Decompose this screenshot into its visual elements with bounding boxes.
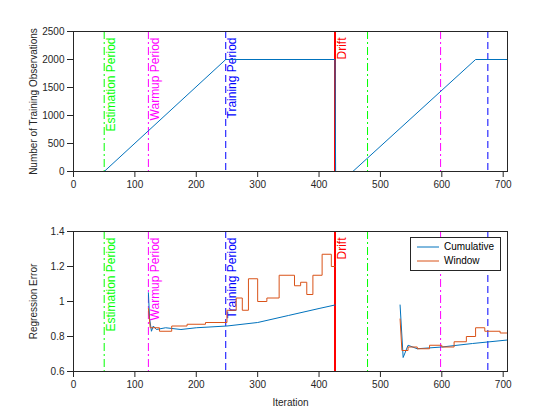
svg-text:Number of Training Observation: Number of Training Observations	[28, 28, 39, 175]
svg-text:Drift: Drift	[335, 37, 349, 60]
html-text:Cumulative: Cumulative	[444, 241, 494, 252]
svg-text:200: 200	[188, 379, 205, 390]
svg-text:0: 0	[71, 379, 77, 390]
svg-text:2000: 2000	[42, 54, 65, 65]
svg-text:Training Period: Training Period	[225, 238, 239, 319]
svg-text:Drift: Drift	[335, 237, 349, 260]
svg-text:Iteration: Iteration	[272, 397, 308, 408]
svg-text:1.2: 1.2	[51, 261, 65, 272]
svg-text:0.6: 0.6	[51, 366, 65, 377]
svg-text:400: 400	[311, 379, 328, 390]
svg-text:1: 1	[59, 296, 65, 307]
svg-text:Warmup Period: Warmup Period	[148, 38, 162, 121]
html-text:Window: Window	[444, 255, 480, 266]
svg-text:0: 0	[71, 179, 77, 190]
svg-text:500: 500	[372, 379, 389, 390]
svg-text:Estimation Period: Estimation Period	[104, 38, 118, 132]
svg-text:100: 100	[127, 179, 144, 190]
svg-text:Regression Error: Regression Error	[28, 263, 39, 339]
svg-text:Training Period: Training Period	[225, 38, 239, 119]
svg-text:1000: 1000	[42, 110, 65, 121]
svg-text:500: 500	[48, 138, 65, 149]
svg-text:1.4: 1.4	[51, 226, 65, 237]
svg-text:600: 600	[433, 379, 450, 390]
svg-text:400: 400	[311, 179, 328, 190]
svg-text:Estimation Period: Estimation Period	[104, 238, 118, 332]
svg-text:2500: 2500	[42, 26, 65, 37]
svg-text:1500: 1500	[42, 82, 65, 93]
svg-text:200: 200	[188, 179, 205, 190]
svg-text:600: 600	[433, 179, 450, 190]
svg-text:700: 700	[495, 179, 512, 190]
svg-text:0: 0	[59, 166, 65, 177]
svg-text:700: 700	[495, 379, 512, 390]
svg-text:Warmup Period: Warmup Period	[148, 238, 162, 321]
svg-text:300: 300	[249, 379, 266, 390]
svg-text:0.8: 0.8	[51, 331, 65, 342]
svg-text:500: 500	[372, 179, 389, 190]
svg-text:300: 300	[249, 179, 266, 190]
svg-text:100: 100	[127, 379, 144, 390]
